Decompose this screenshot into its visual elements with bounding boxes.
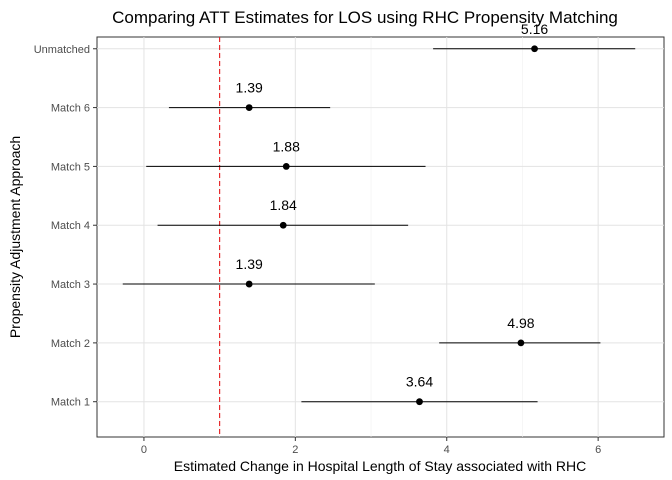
y-tick-label: Match 4 <box>51 220 90 232</box>
plot-panel <box>96 36 665 438</box>
estimate-label: 1.84 <box>270 197 297 213</box>
estimate-label: 1.88 <box>273 138 300 154</box>
estimate-label: 1.39 <box>236 80 263 96</box>
y-tick-label: Match 3 <box>51 279 90 291</box>
estimate-point <box>245 104 253 111</box>
y-tick-label: Unmatched <box>34 44 90 56</box>
x-axis-title: Estimated Change in Hospital Length of S… <box>174 458 586 474</box>
y-axis-title: Propensity Adjustment Approach <box>7 136 23 338</box>
estimate-point <box>531 45 538 53</box>
y-axis-ticks: Match 1 Match 2 Match 3 Match 4 Match 5 Match… <box>34 44 97 409</box>
estimate-label: 3.64 <box>406 374 433 390</box>
y-tick-label: Match 5 <box>51 161 90 173</box>
x-tick-label: 0 <box>141 444 147 456</box>
estimate-point <box>517 339 525 347</box>
estimate-label: 1.39 <box>236 256 263 272</box>
y-tick-label: Match 2 <box>51 338 90 350</box>
data-marks: 3.64 4.98 1.39 1.84 1.88 1.39 5.16 <box>122 21 636 406</box>
estimate-point <box>245 280 253 288</box>
y-tick-label: Match 6 <box>51 103 90 115</box>
estimate-point <box>282 163 290 170</box>
estimate-label: 5.16 <box>521 21 548 37</box>
chart-title: Comparing ATT Estimates for LOS using RH… <box>112 8 618 27</box>
estimate-label: 4.98 <box>507 315 534 331</box>
estimate-point <box>279 221 287 229</box>
x-axis-ticks: 0 2 4 6 <box>141 437 601 456</box>
y-tick-label: Match 1 <box>51 397 90 409</box>
x-tick-label: 4 <box>444 444 450 456</box>
x-tick-label: 6 <box>595 444 601 456</box>
estimate-point <box>416 398 423 406</box>
x-tick-label: 2 <box>292 444 298 456</box>
